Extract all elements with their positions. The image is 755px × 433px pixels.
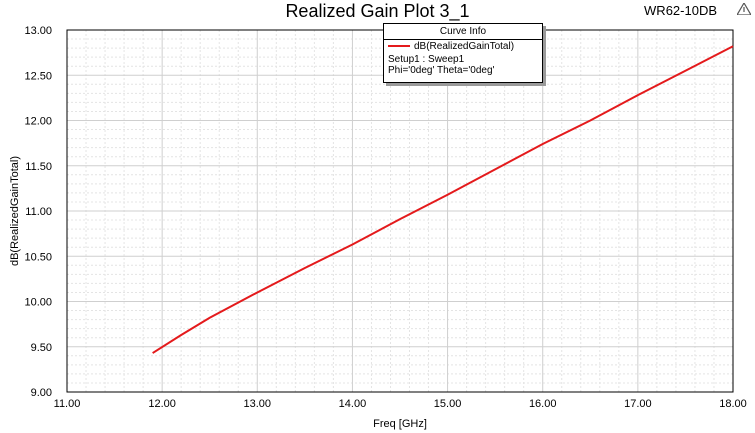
y-tick-label: 12.00	[24, 116, 52, 128]
legend-variables: Phi='0deg' Theta='0deg'	[388, 65, 495, 76]
plot-title: Realized Gain Plot 3_1	[285, 1, 470, 21]
legend-entry[interactable]: dB(RealizedGainTotal)	[384, 40, 542, 54]
y-tick-label: 10.50	[24, 251, 52, 263]
y-axis-title: dB(RealizedGainTotal)	[9, 156, 21, 266]
y-tick-label: 9.50	[31, 342, 52, 354]
curve-info-legend[interactable]: Curve Info dB(RealizedGainTotal) Setup1 …	[383, 23, 543, 83]
ansys-logo-icon	[735, 1, 753, 20]
series-line[interactable]	[152, 45, 734, 354]
x-axis-title: Freq [GHz]	[373, 418, 427, 430]
project-name: WR62-10DB	[644, 3, 717, 18]
x-tick-label: 15.00	[434, 398, 462, 410]
y-tick-label: 11.50	[25, 161, 52, 173]
legend-curve-name: dB(RealizedGainTotal)	[414, 41, 515, 52]
legend-swatch	[388, 45, 410, 48]
x-tick-label: 12.00	[148, 398, 176, 410]
x-tick-label: 11.00	[54, 398, 81, 410]
x-tick-label: 17.00	[624, 398, 652, 410]
y-tick-label: 12.50	[24, 70, 52, 82]
y-tick-label: 11.00	[25, 206, 52, 218]
legend-header: Curve Info	[384, 24, 542, 40]
tick-labels: 11.00 12.00 13.00 14.00 15.00 16.00 17.00 18.00…	[24, 25, 746, 410]
x-tick-label: 18.00	[719, 398, 747, 410]
grid	[66, 29, 734, 393]
x-tick-label: 16.00	[529, 398, 557, 410]
y-tick-label: 13.00	[24, 25, 52, 37]
legend-setup: Setup1 : Sweep1	[388, 54, 465, 65]
series-group	[152, 45, 734, 354]
x-tick-label: 13.00	[244, 398, 272, 410]
y-tick-label: 10.00	[24, 297, 52, 309]
y-tick-label: 9.00	[31, 387, 52, 399]
x-tick-label: 14.00	[339, 398, 367, 410]
